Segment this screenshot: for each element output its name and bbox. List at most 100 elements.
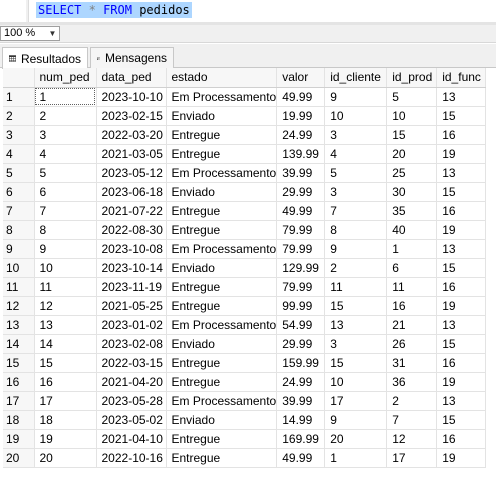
- table-cell[interactable]: 2023-05-28: [96, 391, 167, 411]
- table-cell[interactable]: 17: [386, 448, 438, 468]
- table-cell[interactable]: 3: [324, 334, 388, 354]
- table-row[interactable]: 19 19 2021-04-10 Entregue 169.99 20 12 16: [3, 429, 487, 449]
- table-cell[interactable]: 19: [436, 220, 487, 240]
- corner-cell[interactable]: [3, 68, 35, 88]
- table-row[interactable]: 10 10 2023-10-14 Enviado 129.99 2 6 15: [3, 258, 487, 278]
- table-cell[interactable]: 2023-01-02: [96, 315, 167, 335]
- table-cell[interactable]: 19: [436, 372, 487, 392]
- table-cell[interactable]: Em Processamento: [166, 163, 278, 183]
- row-number[interactable]: 13: [3, 315, 35, 335]
- table-cell[interactable]: 29.99: [276, 182, 326, 202]
- table-cell[interactable]: Entregue: [166, 220, 278, 240]
- table-cell[interactable]: Em Processamento: [166, 391, 278, 411]
- table-cell[interactable]: 15: [436, 258, 487, 278]
- table-cell[interactable]: 15: [324, 353, 388, 373]
- row-number[interactable]: 5: [3, 163, 35, 183]
- splitter[interactable]: [0, 22, 496, 25]
- table-cell[interactable]: 26: [386, 334, 438, 354]
- table-cell[interactable]: 49.99: [276, 87, 326, 107]
- table-cell[interactable]: 2: [324, 258, 388, 278]
- table-cell[interactable]: 6: [386, 258, 438, 278]
- query-text[interactable]: SELECT * FROM pedidos: [36, 2, 192, 18]
- table-cell[interactable]: 16: [34, 372, 97, 392]
- table-cell[interactable]: 30: [386, 182, 438, 202]
- table-cell[interactable]: Entregue: [166, 448, 278, 468]
- table-cell[interactable]: 39.99: [276, 391, 326, 411]
- table-cell[interactable]: 19: [436, 144, 487, 164]
- query-editor[interactable]: SELECT * FROM pedidos: [0, 0, 496, 22]
- table-cell[interactable]: Entregue: [166, 125, 278, 145]
- row-number[interactable]: 12: [3, 296, 35, 316]
- table-cell[interactable]: 16: [436, 201, 487, 221]
- table-cell[interactable]: 14.99: [276, 410, 326, 430]
- table-cell[interactable]: 16: [386, 296, 438, 316]
- table-cell[interactable]: 15: [436, 410, 487, 430]
- table-cell[interactable]: 18: [34, 410, 97, 430]
- table-cell[interactable]: Enviado: [166, 106, 278, 126]
- table-cell[interactable]: 7: [34, 201, 97, 221]
- table-cell[interactable]: 24.99: [276, 372, 326, 392]
- table-cell[interactable]: 16: [436, 125, 487, 145]
- table-row[interactable]: 1 1 2023-10-10 Em Processamento 49.99 9 5 13: [3, 87, 487, 107]
- table-cell[interactable]: Enviado: [166, 182, 278, 202]
- column-header[interactable]: valor: [276, 68, 326, 88]
- table-cell[interactable]: 13: [436, 315, 487, 335]
- table-row[interactable]: 3 3 2022-03-20 Entregue 24.99 3 15 16: [3, 125, 487, 145]
- row-number[interactable]: 8: [3, 220, 35, 240]
- table-cell[interactable]: 11: [386, 277, 438, 297]
- table-cell[interactable]: 79.99: [276, 277, 326, 297]
- table-cell[interactable]: Enviado: [166, 410, 278, 430]
- table-cell[interactable]: Entregue: [166, 372, 278, 392]
- table-cell[interactable]: 15: [324, 296, 388, 316]
- table-row[interactable]: 12 12 2021-05-25 Entregue 99.99 15 16 19: [3, 296, 487, 316]
- table-row[interactable]: 9 9 2023-10-08 Em Processamento 79.99 9 1 13: [3, 239, 487, 259]
- table-cell[interactable]: 2021-05-25: [96, 296, 167, 316]
- row-number[interactable]: 18: [3, 410, 35, 430]
- table-row[interactable]: 16 16 2021-04-20 Entregue 24.99 10 36 19: [3, 372, 487, 392]
- table-cell[interactable]: 2022-03-20: [96, 125, 167, 145]
- row-number[interactable]: 7: [3, 201, 35, 221]
- table-cell[interactable]: 159.99: [276, 353, 326, 373]
- column-header[interactable]: id_func: [436, 68, 487, 88]
- table-cell[interactable]: 13: [34, 315, 97, 335]
- table-cell[interactable]: 15: [436, 182, 487, 202]
- table-cell[interactable]: 2023-11-19: [96, 277, 167, 297]
- column-header[interactable]: id_prod: [386, 68, 438, 88]
- table-cell[interactable]: 15: [386, 125, 438, 145]
- table-cell[interactable]: 10: [324, 372, 388, 392]
- row-number[interactable]: 2: [3, 106, 35, 126]
- row-number[interactable]: 9: [3, 239, 35, 259]
- table-cell[interactable]: Em Processamento: [166, 87, 278, 107]
- table-cell[interactable]: 4: [324, 144, 388, 164]
- table-cell[interactable]: 15: [436, 106, 487, 126]
- table-row[interactable]: 11 11 2023-11-19 Entregue 79.99 11 11 16: [3, 277, 487, 297]
- table-cell[interactable]: 2021-07-22: [96, 201, 167, 221]
- table-cell[interactable]: 12: [386, 429, 438, 449]
- table-cell[interactable]: 16: [436, 277, 487, 297]
- table-cell[interactable]: 129.99: [276, 258, 326, 278]
- table-row[interactable]: 6 6 2023-06-18 Enviado 29.99 3 30 15: [3, 182, 487, 202]
- table-row[interactable]: 5 5 2023-05-12 Em Processamento 39.99 5 25 13: [3, 163, 487, 183]
- table-cell[interactable]: 3: [324, 125, 388, 145]
- table-cell[interactable]: 15: [436, 334, 487, 354]
- row-number[interactable]: 3: [3, 125, 35, 145]
- chevron-down-icon[interactable]: ▼: [48, 29, 57, 38]
- table-cell[interactable]: 2022-10-16: [96, 448, 167, 468]
- tab-messages[interactable]: Mensagens: [90, 47, 174, 68]
- table-cell[interactable]: Enviado: [166, 334, 278, 354]
- table-cell[interactable]: 1: [324, 448, 388, 468]
- table-cell[interactable]: 3: [34, 125, 97, 145]
- table-cell[interactable]: 2023-10-08: [96, 239, 167, 259]
- table-row[interactable]: 14 14 2023-02-08 Enviado 29.99 3 26 15: [3, 334, 487, 354]
- table-cell[interactable]: 99.99: [276, 296, 326, 316]
- table-cell[interactable]: 2022-08-30: [96, 220, 167, 240]
- row-number[interactable]: 15: [3, 353, 35, 373]
- column-header[interactable]: estado: [166, 68, 278, 88]
- table-cell[interactable]: 2023-10-14: [96, 258, 167, 278]
- table-cell[interactable]: 14: [34, 334, 97, 354]
- table-cell[interactable]: 15: [34, 353, 97, 373]
- table-cell[interactable]: 19.99: [276, 106, 326, 126]
- table-cell[interactable]: 3: [324, 182, 388, 202]
- table-cell[interactable]: 10: [34, 258, 97, 278]
- table-cell[interactable]: 2023-02-15: [96, 106, 167, 126]
